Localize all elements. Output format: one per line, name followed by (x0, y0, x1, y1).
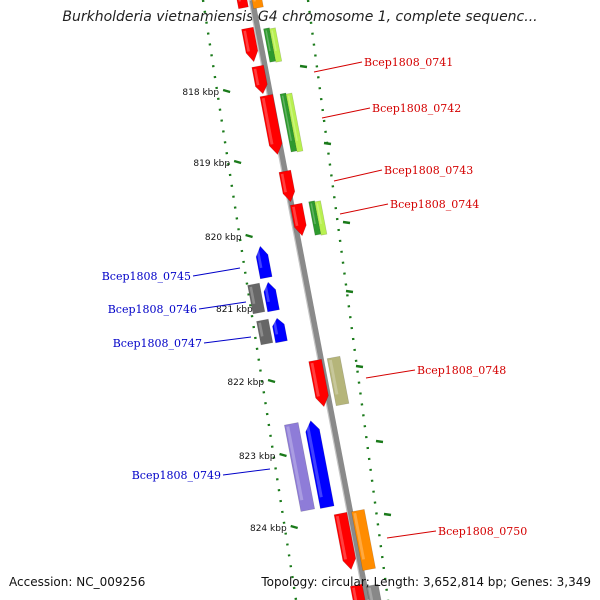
map-title: Burkholderia vietnamiensis G4 chromosome… (62, 9, 538, 25)
kbp-tick-label: 823 kbp (239, 452, 276, 462)
gene-0750-feature-b[interactable] (351, 508, 376, 572)
genome-summary-text: Topology: circular; Length: 3,652,814 bp… (261, 575, 591, 589)
gene-leader-line (365, 369, 416, 379)
kbp-tick-label: 821 kbp (216, 305, 253, 315)
gene-0750-feature[interactable] (333, 511, 357, 571)
gene-label[interactable]: Bcep1808_0744 (390, 198, 479, 211)
feature-prev[interactable] (234, 0, 249, 10)
kbp-tick-label: 824 kbp (250, 524, 287, 534)
gene-0744-feature[interactable] (289, 202, 308, 237)
feature-prev-b[interactable] (249, 0, 264, 10)
gene-0744-feature-b-b[interactable] (314, 200, 328, 236)
gene-0742-feature-b-b[interactable] (285, 92, 304, 153)
gene-label[interactable]: Bcep1808_0746 (108, 303, 197, 316)
gene-0746-feature-b[interactable] (262, 281, 280, 313)
kbp-tick (233, 159, 242, 165)
gene-0741-feature-c[interactable] (251, 64, 269, 95)
kbp-tick (267, 378, 276, 384)
gene-label[interactable]: Bcep1808_0749 (132, 469, 221, 482)
kbp-tick (299, 64, 308, 69)
gene-label[interactable]: Bcep1808_0747 (113, 337, 202, 350)
gene-label[interactable]: Bcep1808_0741 (364, 56, 453, 69)
kbp-tick (323, 141, 332, 146)
gene-leader-line (222, 468, 271, 476)
gene-0742-feature[interactable] (259, 93, 284, 156)
ruler-line (306, 0, 390, 600)
kbp-tick-label: 819 kbp (193, 159, 230, 169)
accession-text: Accession: NC_009256 (9, 575, 146, 589)
gene-0749-feature-b[interactable] (304, 419, 335, 509)
gene-label[interactable]: Bcep1808_0750 (438, 525, 527, 538)
kbp-tick-label: 820 kbp (205, 233, 242, 243)
kbp-tick (279, 452, 287, 458)
gene-leader-line (198, 301, 247, 310)
gene-0743-feature[interactable] (278, 169, 297, 203)
kbp-tick (222, 88, 231, 94)
gene-leader-line (339, 203, 389, 215)
gene-leader-line (386, 530, 437, 539)
kbp-tick (375, 439, 384, 444)
gene-0747-feature[interactable] (256, 318, 274, 346)
gene-0748-feature[interactable] (308, 358, 331, 408)
gene-0747-feature-b[interactable] (271, 317, 288, 344)
gene-label[interactable]: Bcep1808_0745 (102, 270, 191, 283)
gene-0748-feature-b[interactable] (326, 355, 350, 407)
gene-0741-feature[interactable] (241, 26, 260, 63)
kbp-tick (342, 220, 351, 225)
kbp-tick (355, 364, 364, 369)
kbp-tick (383, 512, 392, 517)
kbp-tick-label: 818 kbp (182, 88, 219, 98)
gene-0746-feature[interactable] (247, 282, 266, 315)
gene-0745-feature[interactable] (254, 245, 273, 280)
gene-leader-line (321, 107, 371, 119)
gene-0741-feature-b-b[interactable] (269, 27, 283, 63)
gene-label[interactable]: Bcep1808_0748 (417, 364, 506, 377)
gene-leader-line (313, 61, 363, 73)
gene-label[interactable]: Bcep1808_0742 (372, 102, 461, 115)
gene-leader-line (203, 336, 252, 344)
kbp-tick-label: 822 kbp (227, 378, 264, 388)
kbp-tick (290, 524, 299, 530)
gene-label[interactable]: Bcep1808_0743 (384, 164, 473, 177)
gene-0749-feature[interactable] (284, 422, 316, 512)
gene-leader-line (192, 267, 241, 277)
kbp-tick (245, 233, 253, 239)
gene-leader-line (333, 169, 383, 182)
kbp-tick (345, 289, 354, 294)
